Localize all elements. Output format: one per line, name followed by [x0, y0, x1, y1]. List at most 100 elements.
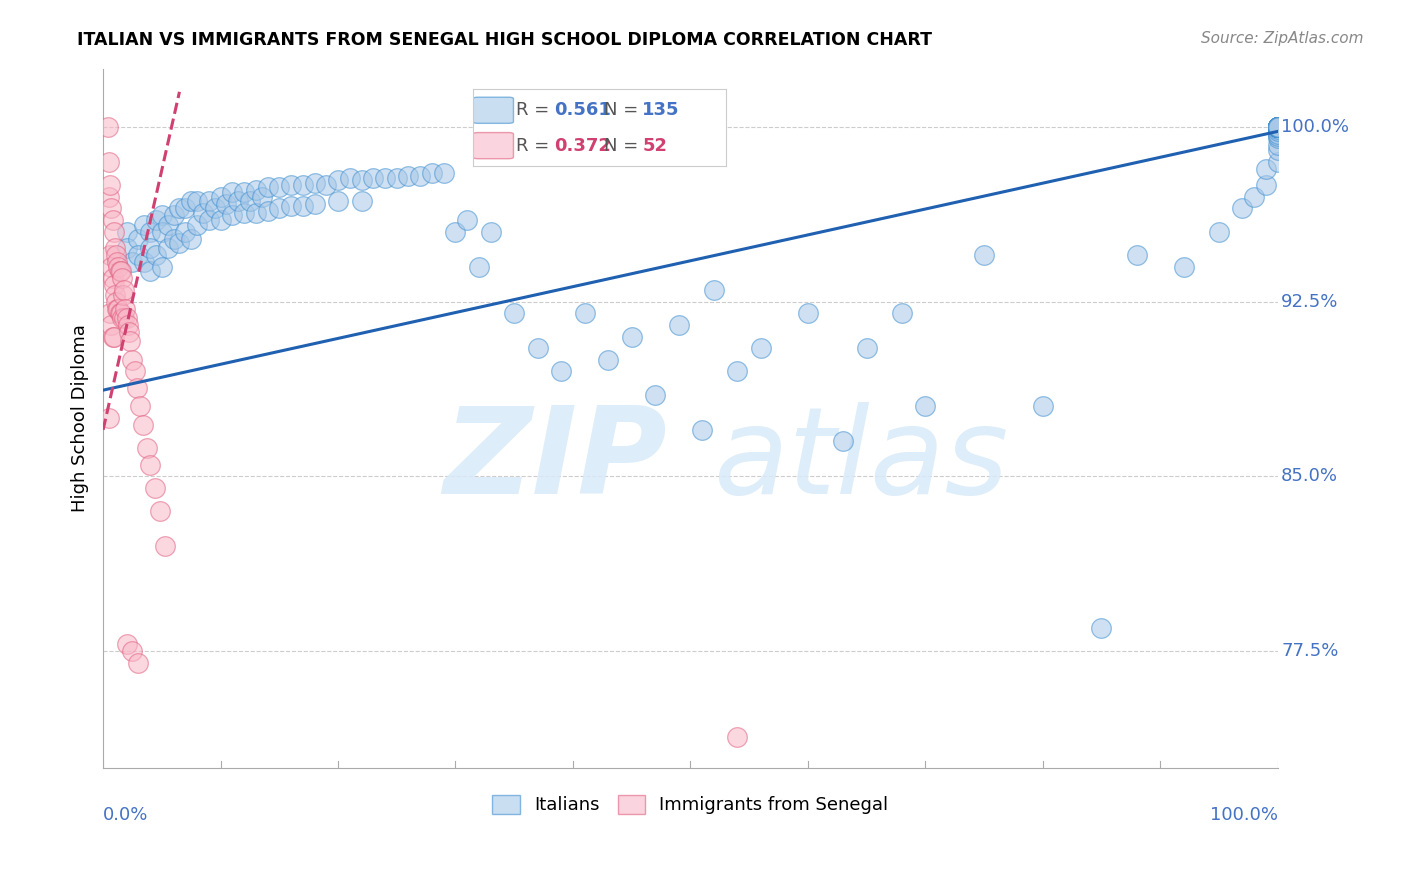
Point [444, 225, 467, 239]
Point [1267, 120, 1289, 134]
Point [668, 318, 690, 332]
Point [1254, 178, 1277, 192]
Point [1232, 202, 1254, 216]
Text: 85.0%: 85.0% [1281, 467, 1339, 485]
Point [101, 213, 124, 227]
Point [139, 264, 162, 278]
Point [103, 225, 125, 239]
Point [121, 352, 143, 367]
Point [280, 199, 302, 213]
Point [468, 260, 491, 274]
Point [1254, 161, 1277, 176]
Point [150, 225, 173, 239]
Point [409, 169, 432, 183]
Point [156, 241, 179, 255]
Point [127, 232, 149, 246]
Point [1267, 120, 1289, 134]
Point [725, 364, 748, 378]
Point [280, 178, 302, 192]
Point [1267, 120, 1289, 134]
Point [1267, 120, 1289, 134]
Point [1267, 120, 1289, 134]
Point [132, 418, 155, 433]
Point [1208, 225, 1230, 239]
Point [111, 271, 134, 285]
Point [105, 248, 128, 262]
Point [104, 241, 127, 255]
Legend: Italians, Immigrants from Senegal: Italians, Immigrants from Senegal [485, 788, 896, 822]
Point [134, 255, 156, 269]
Point [150, 208, 173, 222]
Point [350, 194, 373, 209]
Point [339, 171, 361, 186]
Point [112, 310, 135, 325]
Point [1173, 260, 1195, 274]
Point [350, 173, 373, 187]
Point [174, 225, 197, 239]
Point [1267, 120, 1289, 134]
Point [97, 120, 120, 134]
Point [1267, 120, 1289, 134]
Point [1267, 120, 1289, 134]
Point [148, 504, 170, 518]
Point [574, 306, 596, 320]
Point [98, 248, 121, 262]
Point [256, 203, 278, 218]
Point [526, 341, 548, 355]
Point [145, 248, 167, 262]
Point [1243, 190, 1265, 204]
Point [128, 400, 150, 414]
Point [121, 644, 143, 658]
Text: 92.5%: 92.5% [1281, 293, 1339, 310]
Point [180, 232, 202, 246]
Point [1267, 129, 1289, 144]
Point [1267, 120, 1289, 134]
Point [1267, 120, 1289, 134]
Point [100, 202, 122, 216]
Point [291, 199, 314, 213]
Point [139, 225, 162, 239]
Text: 77.5%: 77.5% [1281, 642, 1339, 660]
Point [1267, 120, 1289, 134]
Point [215, 196, 238, 211]
Point [233, 185, 256, 199]
Point [112, 283, 135, 297]
Point [191, 206, 214, 220]
Point [269, 180, 291, 194]
Point [361, 171, 384, 186]
Point [1090, 621, 1112, 635]
Text: ITALIAN VS IMMIGRANTS FROM SENEGAL HIGH SCHOOL DIPLOMA CORRELATION CHART: ITALIAN VS IMMIGRANTS FROM SENEGAL HIGH … [77, 31, 932, 49]
Point [117, 318, 139, 332]
Point [103, 329, 125, 343]
Point [1267, 122, 1289, 136]
Point [291, 178, 314, 192]
Point [550, 364, 572, 378]
Point [156, 218, 179, 232]
Point [103, 278, 125, 293]
Point [107, 260, 129, 274]
Point [174, 202, 197, 216]
Text: 100.0%: 100.0% [1209, 806, 1278, 824]
Point [245, 206, 267, 220]
Point [221, 185, 243, 199]
Point [914, 400, 936, 414]
Point [115, 637, 138, 651]
Point [209, 190, 232, 204]
Point [108, 306, 131, 320]
Point [304, 176, 326, 190]
Point [1267, 120, 1289, 134]
Point [1267, 120, 1289, 134]
Point [326, 173, 349, 187]
Point [108, 264, 131, 278]
Point [139, 241, 162, 255]
Point [98, 306, 121, 320]
Text: ZIP: ZIP [443, 401, 666, 518]
Point [111, 310, 134, 325]
Point [1267, 120, 1289, 134]
Point [479, 225, 502, 239]
Point [209, 213, 232, 227]
Point [101, 271, 124, 285]
Point [245, 183, 267, 197]
Point [169, 202, 191, 216]
Point [115, 310, 138, 325]
